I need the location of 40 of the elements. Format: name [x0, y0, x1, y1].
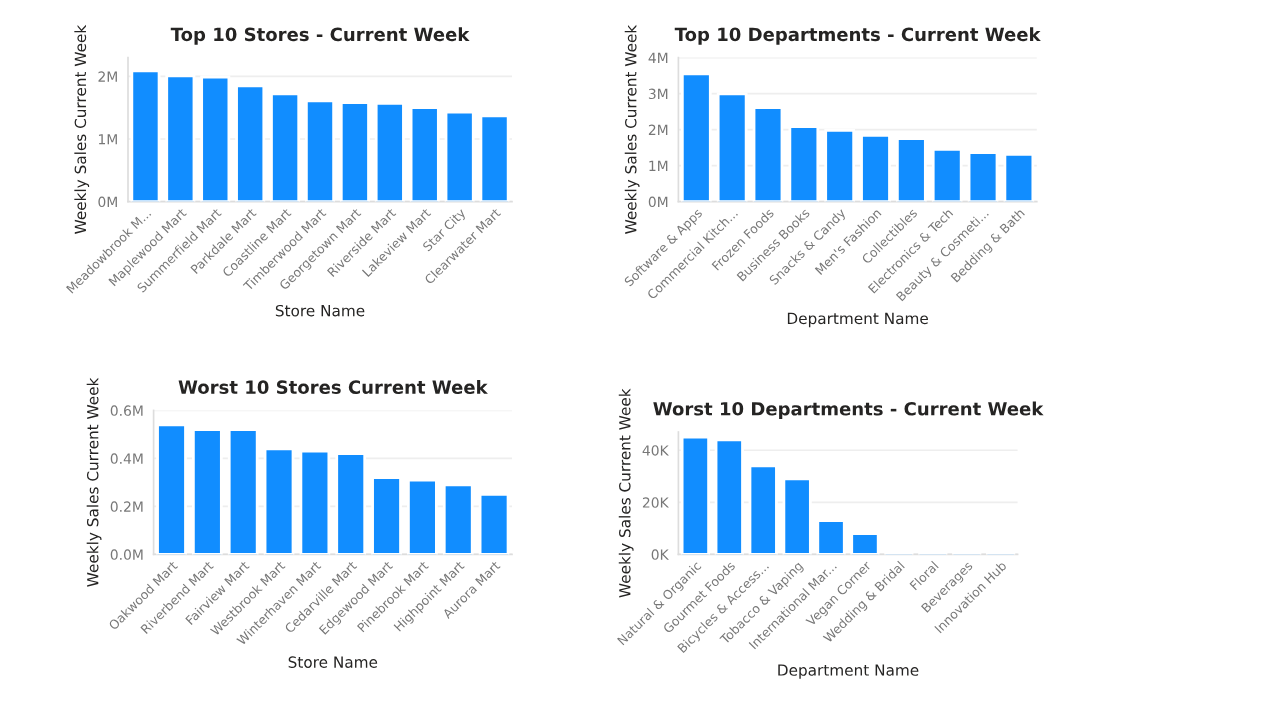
- bar: [305, 99, 335, 202]
- bar: [165, 74, 196, 202]
- bar: [156, 423, 187, 555]
- bar: [444, 110, 475, 202]
- bar: [716, 92, 748, 202]
- bar: [1003, 153, 1035, 202]
- bar: [967, 151, 999, 202]
- bar: [263, 447, 295, 555]
- chart-title: Top 10 Departments - Current Week: [674, 27, 1041, 45]
- bar: [407, 478, 438, 555]
- bar: [442, 483, 474, 555]
- chart-title: Worst 10 Stores Current Week: [178, 380, 488, 394]
- bar: [479, 114, 510, 202]
- chart-title: Worst 10 Departments - Current Week: [653, 401, 1044, 420]
- bar: [130, 69, 161, 202]
- bar: [371, 476, 402, 555]
- bar: [788, 125, 820, 202]
- bar: [270, 92, 301, 202]
- bar: [200, 75, 231, 202]
- chart-title: Top 10 Stores - Current Week: [170, 27, 470, 45]
- bar: [478, 493, 510, 555]
- bar: [374, 101, 405, 202]
- bar: [748, 464, 778, 555]
- bar: [335, 452, 367, 555]
- bar: [816, 519, 846, 555]
- bar: [931, 148, 963, 202]
- bar: [299, 449, 331, 555]
- bar: [860, 133, 891, 202]
- bar: [752, 106, 784, 202]
- bar: [782, 477, 812, 555]
- bar: [850, 532, 880, 555]
- bar: [409, 106, 440, 202]
- bar: [895, 137, 927, 202]
- bar: [714, 438, 744, 555]
- bar: [824, 128, 856, 202]
- bar: [227, 428, 259, 555]
- bar: [680, 72, 712, 202]
- bar: [235, 84, 266, 202]
- bar: [191, 428, 223, 555]
- bar: [339, 101, 370, 202]
